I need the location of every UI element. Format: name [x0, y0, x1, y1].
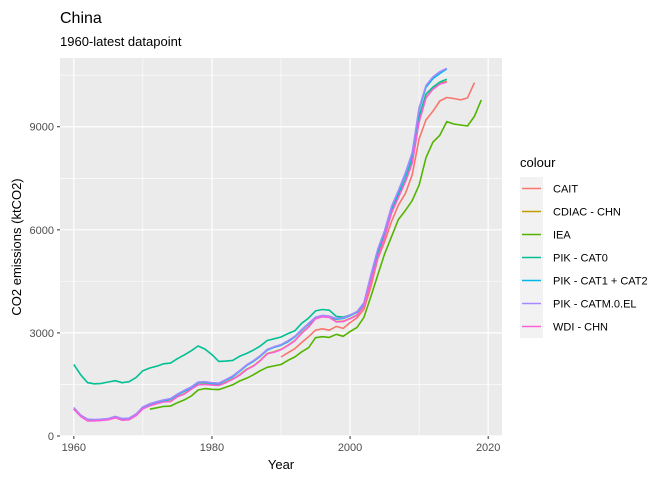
y-tick-label: 0 [48, 431, 54, 443]
chart-subtitle: 1960-latest datapoint [60, 34, 182, 49]
x-axis-title: Year [268, 457, 295, 472]
legend-item: PIK - CATM.0.EL [520, 292, 637, 315]
y-tick-label: 3000 [30, 328, 54, 340]
legend-label: WDI - CHN [553, 322, 608, 334]
legend-label: IEA [553, 230, 571, 242]
series-line-wdi-chn [73, 81, 448, 422]
y-tick-label: 6000 [30, 225, 54, 237]
legend-label: CDIAC - CHN [553, 207, 621, 219]
legend-label: PIK - CAT1 + CAT2 [553, 276, 648, 288]
chart-title: China [60, 10, 102, 27]
y-tick-label: 9000 [30, 122, 54, 134]
y-axis-title: CO2 emissions (ktCO2) [9, 178, 24, 315]
series-line-pik-cat0 [73, 78, 448, 385]
x-tick-label: 2020 [476, 442, 500, 454]
legend-item: WDI - CHN [520, 315, 608, 338]
series-lines [73, 67, 483, 422]
legend-title: colour [520, 155, 556, 170]
legend-item: IEA [520, 223, 571, 246]
legend-item: PIK - CAT0 [520, 246, 608, 269]
axis-ticks: 1960 1980 2000 2020 0 3000 6000 9000 [30, 122, 501, 454]
legend-item: CDIAC - CHN [520, 200, 621, 223]
legend-label: PIK - CAT0 [553, 253, 608, 265]
x-tick-label: 1980 [200, 442, 224, 454]
x-tick-label: 2000 [338, 442, 362, 454]
x-tick-label: 1960 [62, 442, 86, 454]
legend-label: CAIT [553, 184, 578, 196]
legend-label: PIK - CATM.0.EL [553, 299, 637, 311]
legend-item: PIK - CAT1 + CAT2 [520, 269, 648, 292]
series-line-pik-catm-0-el [73, 67, 448, 421]
legend-item: CAIT [520, 177, 578, 200]
series-line-iea [149, 99, 483, 410]
legend: colour CAIT CDIAC - CHN IEA PIK - CAT0 PIK -… [520, 155, 648, 338]
